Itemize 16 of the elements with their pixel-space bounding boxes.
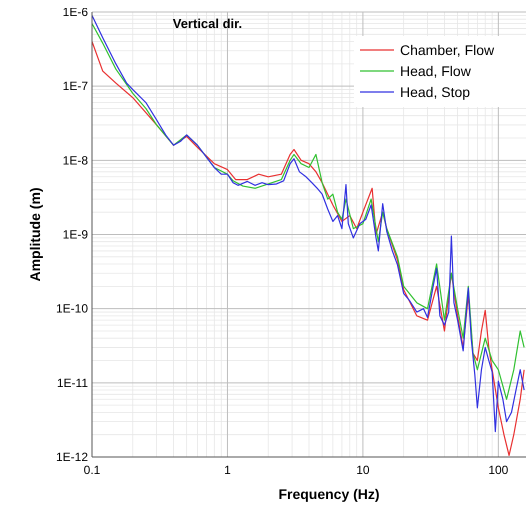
x-axis-title: Frequency (Hz) bbox=[278, 486, 380, 502]
y-tick-label: 1E-12 bbox=[56, 450, 88, 464]
legend-label: Head, Stop bbox=[400, 84, 470, 100]
x-tick-label: 1 bbox=[224, 463, 232, 477]
chart-title: Vertical dir. bbox=[172, 16, 242, 31]
y-axis-title: Amplitude (m) bbox=[27, 187, 43, 282]
y-tick-label: 1E-11 bbox=[56, 376, 88, 390]
y-tick-label: 1E-9 bbox=[62, 228, 88, 242]
legend-label: Head, Flow bbox=[400, 63, 472, 79]
y-tick-label: 1E-8 bbox=[62, 153, 88, 168]
y-tick-label: 1E-7 bbox=[62, 79, 88, 94]
x-tick-label: 0.1 bbox=[84, 463, 101, 477]
x-tick-label: 100 bbox=[488, 463, 509, 477]
y-tick-label: 1E-10 bbox=[56, 302, 88, 316]
legend-label: Chamber, Flow bbox=[400, 42, 496, 58]
x-tick-label: 10 bbox=[356, 463, 370, 477]
